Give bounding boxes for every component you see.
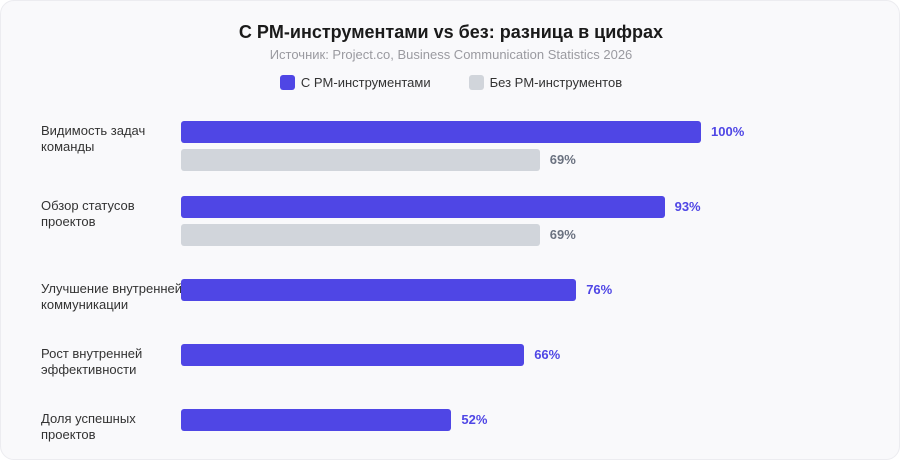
category-label: Видимость задач команды (41, 123, 146, 154)
legend-item-without-pm: Без PM-инструментов (468, 75, 623, 90)
chart-title: С PM-инструментами vs без: разница в циф… (238, 22, 664, 42)
bar (181, 279, 577, 301)
legend-label: С PM-инструментами (300, 75, 431, 90)
bar (181, 196, 665, 218)
legend: С PM-инструментами Без PM-инструментов (1, 75, 900, 90)
data-label: 52% (461, 412, 488, 427)
category-label: Обзор статусов проектов (41, 198, 135, 229)
legend-swatch (468, 75, 484, 90)
data-label: 69% (549, 227, 576, 242)
bar (181, 224, 540, 246)
data-label: 76% (586, 282, 613, 297)
category-label: Улучшение внутренней коммуникации (41, 281, 183, 312)
bar (181, 344, 525, 366)
legend-label: Без PM-инструментов (489, 75, 623, 90)
chart-subtitle: Источник: Project.co, Business Communica… (269, 47, 633, 62)
legend-item-with-pm: С PM-инструментами (279, 75, 431, 90)
bar (181, 121, 701, 143)
data-label: 93% (674, 199, 701, 214)
bar (181, 149, 540, 171)
data-label: 100% (711, 124, 745, 139)
bar (181, 409, 452, 431)
data-label: 69% (549, 152, 576, 167)
data-label: 66% (534, 347, 561, 362)
legend-swatch (279, 75, 295, 90)
category-label: Рост внутренней эффективности (41, 346, 143, 377)
category-label: Доля успешных проектов (41, 411, 136, 442)
